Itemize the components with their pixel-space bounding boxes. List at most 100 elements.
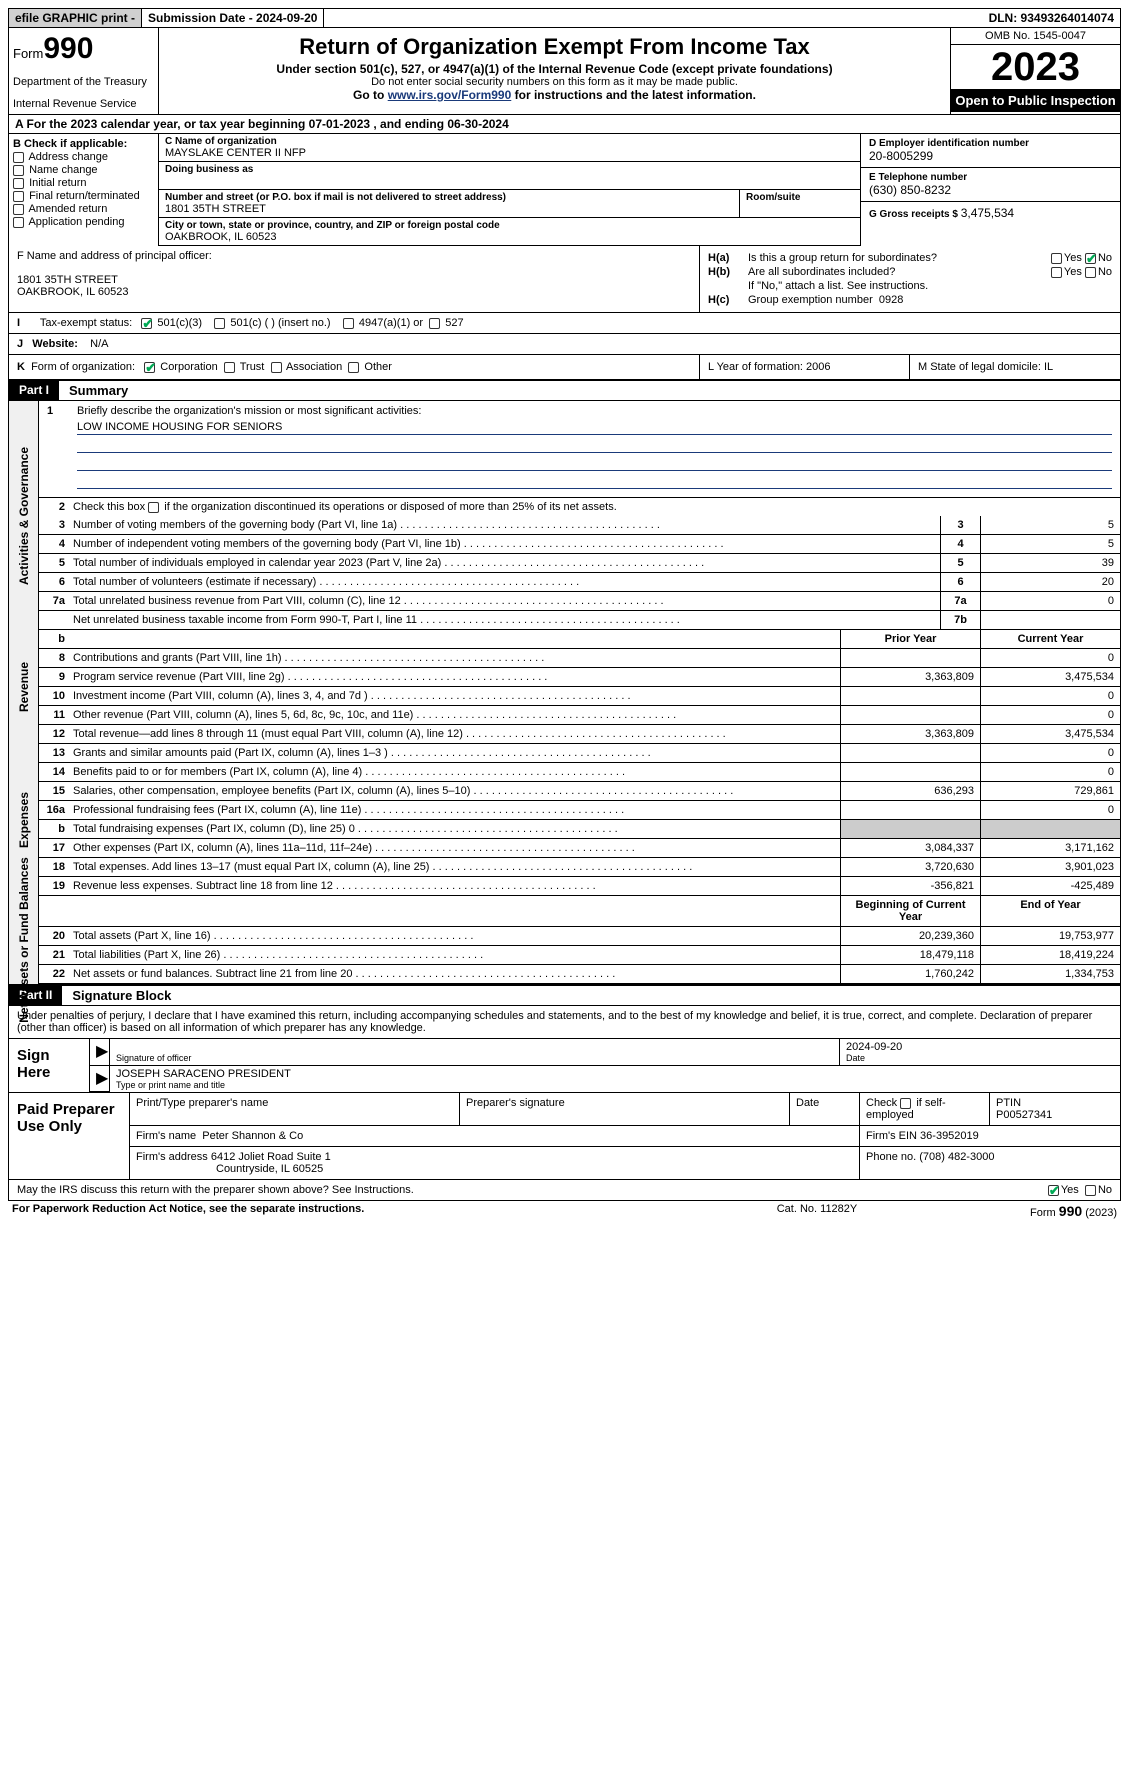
officer-name-label: Type or print name and title — [116, 1080, 1114, 1090]
checkbox-other[interactable] — [348, 362, 359, 373]
hb-note: If "No," attach a list. See instructions… — [748, 280, 1112, 292]
ha-label: H(a) — [708, 252, 748, 264]
summary-row: 16a Professional fundraising fees (Part … — [39, 801, 1120, 820]
form-ref: Form 990 (2023) — [917, 1203, 1117, 1219]
efile-print-button[interactable]: efile GRAPHIC print - — [9, 9, 142, 27]
topbar: efile GRAPHIC print - Submission Date - … — [8, 8, 1121, 28]
row-fh: F Name and address of principal officer:… — [8, 246, 1121, 313]
omb-number: OMB No. 1545-0047 — [951, 28, 1120, 45]
gross-label: G Gross receipts $ — [869, 209, 961, 220]
summary-row: 20 Total assets (Part X, line 16) 20,239… — [39, 927, 1120, 946]
summary-row: 7a Total unrelated business revenue from… — [39, 592, 1120, 611]
ha-no-checkbox[interactable] — [1085, 253, 1096, 264]
summary-row: 17 Other expenses (Part IX, column (A), … — [39, 839, 1120, 858]
checkbox-address-change[interactable] — [13, 152, 24, 163]
city-label: City or town, state or province, country… — [165, 220, 854, 231]
submission-date: Submission Date - 2024-09-20 — [142, 9, 324, 27]
org-name: MAYSLAKE CENTER II NFP — [165, 147, 854, 159]
row-i: I Tax-exempt status: 501(c)(3) 501(c) ( … — [8, 313, 1121, 334]
summary-row: 14 Benefits paid to or for members (Part… — [39, 763, 1120, 782]
gross-value: 3,475,534 — [961, 206, 1014, 220]
hb-no-checkbox[interactable] — [1085, 267, 1096, 278]
side-revenue: Revenue — [9, 630, 39, 744]
checkbox-corporation[interactable] — [144, 362, 155, 373]
summary-row: 11 Other revenue (Part VIII, column (A),… — [39, 706, 1120, 725]
ha-yes-checkbox[interactable] — [1051, 253, 1062, 264]
irs-link[interactable]: www.irs.gov/Form990 — [388, 88, 512, 102]
city-value: OAKBROOK, IL 60523 — [165, 231, 854, 243]
sign-date-label: Date — [846, 1053, 1114, 1063]
summary-row: 8 Contributions and grants (Part VIII, l… — [39, 649, 1120, 668]
hdr-prior-year: Prior Year — [840, 630, 980, 648]
form-title: Return of Organization Exempt From Incom… — [167, 34, 942, 60]
checkbox-discontinued[interactable] — [148, 502, 159, 513]
org-name-label: C Name of organization — [165, 136, 854, 147]
irs-label: Internal Revenue Service — [13, 98, 154, 110]
box-b: B Check if applicable: Address change Na… — [9, 134, 159, 246]
box-d: D Employer identification number 20-8005… — [860, 134, 1120, 246]
firm-ein-label: Firm's EIN — [866, 1130, 920, 1142]
firm-phone: (708) 482-3000 — [919, 1151, 994, 1163]
hdr-end-year: End of Year — [980, 896, 1120, 926]
hb-text: Are all subordinates included? — [748, 266, 1051, 278]
checkbox-final-return[interactable] — [13, 191, 24, 202]
summary-netassets: Net Assets or Fund Balances Beginning of… — [8, 896, 1121, 985]
tel-value: (630) 850-8232 — [869, 183, 1112, 197]
ein-label: D Employer identification number — [869, 138, 1112, 149]
discuss-no-checkbox[interactable] — [1085, 1185, 1096, 1196]
summary-row: 5 Total number of individuals employed i… — [39, 554, 1120, 573]
firm-addr2: Countryside, IL 60525 — [216, 1163, 323, 1175]
checkbox-name-change[interactable] — [13, 165, 24, 176]
checkbox-association[interactable] — [271, 362, 282, 373]
summary-row: 9 Program service revenue (Part VIII, li… — [39, 668, 1120, 687]
page-footer: For Paperwork Reduction Act Notice, see … — [8, 1201, 1121, 1221]
hc-text: Group exemption number — [748, 294, 876, 306]
section-bcd: B Check if applicable: Address change Na… — [8, 134, 1121, 246]
hdr-current-year: Current Year — [980, 630, 1120, 648]
officer-name: JOSEPH SARACENO PRESIDENT — [116, 1068, 1114, 1080]
firm-name: Peter Shannon & Co — [202, 1130, 303, 1142]
j-label: J — [17, 338, 23, 350]
summary-row: 3 Number of voting members of the govern… — [39, 516, 1120, 535]
mission-text: LOW INCOME HOUSING FOR SENIORS — [77, 421, 282, 433]
sign-here-label: Sign Here — [9, 1039, 89, 1092]
box-m: M State of legal domicile: IL — [910, 355, 1120, 379]
checkbox-initial-return[interactable] — [13, 178, 24, 189]
signature-declaration: Under penalties of perjury, I declare th… — [8, 1006, 1121, 1039]
summary-row: 19 Revenue less expenses. Subtract line … — [39, 877, 1120, 896]
hb-yes-checkbox[interactable] — [1051, 267, 1062, 278]
part2-header: Part II Signature Block — [8, 985, 1121, 1006]
summary-expenses: Expenses 13 Grants and similar amounts p… — [8, 744, 1121, 896]
checkbox-527[interactable] — [429, 318, 440, 329]
firm-phone-label: Phone no. — [866, 1151, 919, 1163]
preparer-label: Paid Preparer Use Only — [9, 1093, 129, 1179]
row-j: J Website: N/A — [8, 334, 1121, 355]
dln: DLN: 93493264014074 — [983, 9, 1120, 27]
room-label: Room/suite — [746, 192, 854, 203]
checkbox-4947[interactable] — [343, 318, 354, 329]
checkbox-501c[interactable] — [214, 318, 225, 329]
side-netassets: Net Assets or Fund Balances — [9, 896, 39, 984]
box-l: L Year of formation: 2006 — [700, 355, 910, 379]
checkbox-trust[interactable] — [224, 362, 235, 373]
arrow-icon: ▶ — [90, 1066, 110, 1092]
firm-addr-label: Firm's address — [136, 1151, 211, 1163]
summary-row: Net unrelated business taxable income fr… — [39, 611, 1120, 630]
street-label: Number and street (or P.O. box if mail i… — [165, 192, 733, 203]
checkbox-501c3[interactable] — [141, 318, 152, 329]
tax-year: 2023 — [951, 45, 1120, 89]
part1-tab: Part I — [9, 381, 59, 400]
mission-label: Briefly describe the organization's miss… — [77, 405, 421, 417]
dept-treasury: Department of the Treasury — [13, 76, 154, 88]
summary-row: 6 Total number of volunteers (estimate i… — [39, 573, 1120, 592]
checkbox-amended-return[interactable] — [13, 204, 24, 215]
sig-officer-label: Signature of officer — [116, 1053, 833, 1063]
ha-text: Is this a group return for subordinates? — [748, 252, 1051, 264]
discuss-yes-checkbox[interactable] — [1048, 1185, 1059, 1196]
hb-label: H(b) — [708, 266, 748, 278]
checkbox-self-employed[interactable] — [900, 1098, 911, 1109]
checkbox-app-pending[interactable] — [13, 217, 24, 228]
website-label: Website: — [32, 338, 81, 350]
part1-title: Summary — [59, 381, 1120, 400]
tel-label: E Telephone number — [869, 172, 1112, 183]
